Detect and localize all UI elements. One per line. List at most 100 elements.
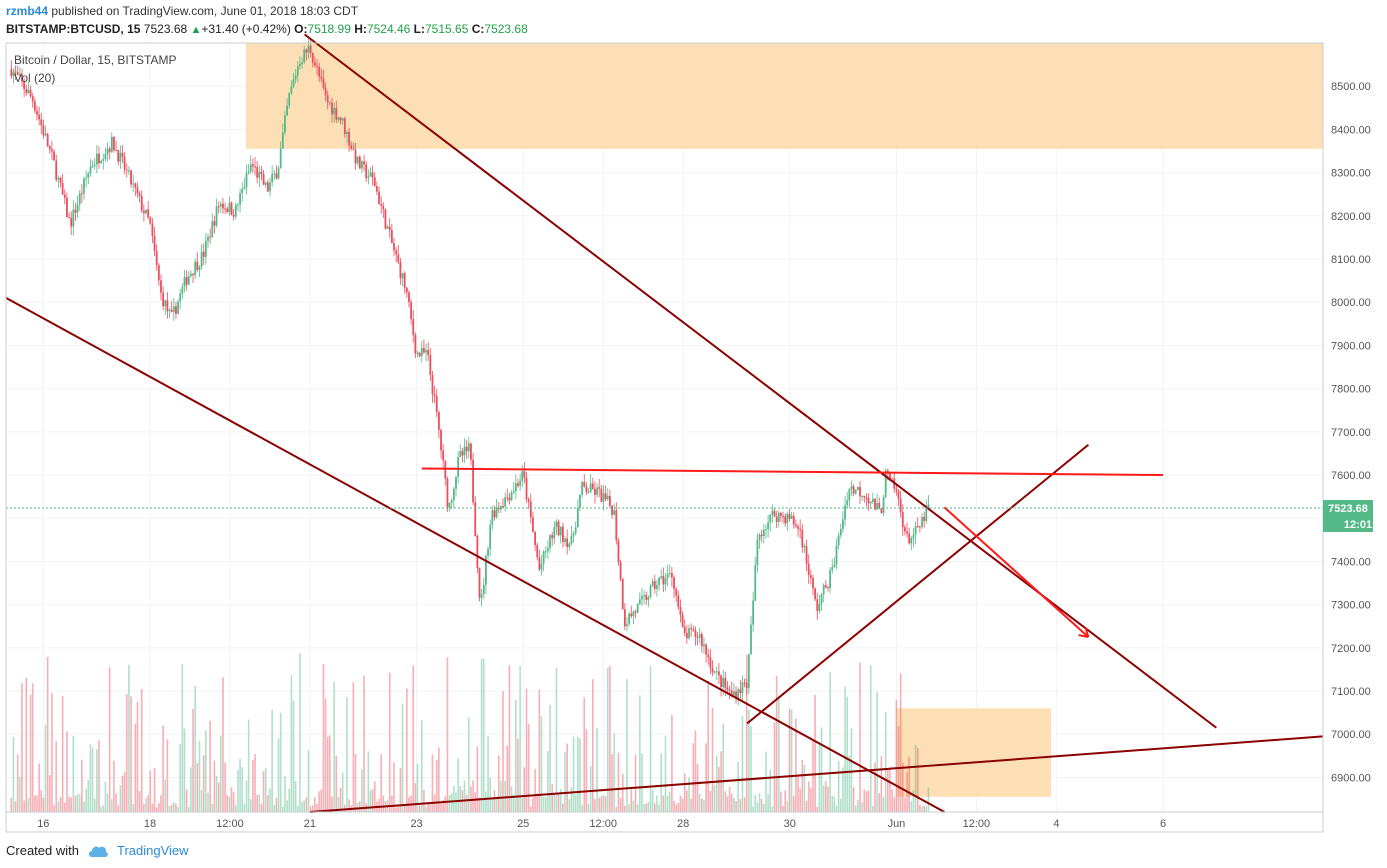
volume-legend: Vol (20): [14, 71, 55, 85]
trend-line[interactable]: [303, 33, 1217, 729]
candle-body: [420, 347, 423, 357]
volume-bar: [825, 780, 827, 812]
candle-body: [502, 506, 504, 508]
candle-body: [104, 154, 107, 160]
candle-body: [281, 132, 284, 149]
volume-bar: [598, 797, 601, 812]
candle-body: [284, 115, 286, 133]
volume-bar: [333, 681, 335, 812]
volume-bar: [705, 743, 707, 812]
trend-line[interactable]: [5, 297, 945, 813]
candle-body: [876, 502, 879, 510]
volume-bar: [476, 746, 479, 812]
volume-bar: [495, 796, 498, 812]
volume-bar: [119, 785, 122, 812]
last-price: 7523.68: [143, 22, 188, 36]
volume-bar: [703, 799, 705, 812]
candle-body: [215, 206, 218, 226]
candle-body: [286, 105, 289, 116]
volume-bar: [745, 654, 748, 812]
volume-bar: [249, 799, 252, 812]
volume-bar: [277, 738, 280, 812]
candle-body: [641, 595, 643, 600]
volume-bar: [653, 803, 656, 812]
candle-body: [485, 555, 487, 585]
volume-bar: [544, 797, 547, 812]
volume-bar: [399, 768, 402, 812]
candle-body: [600, 488, 603, 502]
candle-body: [523, 471, 526, 478]
volume-bar: [187, 807, 190, 812]
volume-bar: [844, 686, 846, 812]
candle-body: [585, 486, 588, 493]
candle-body: [354, 149, 357, 164]
price-tag-countdown: 12:01: [1344, 519, 1372, 531]
candle-body: [157, 265, 160, 281]
candle-body: [621, 578, 624, 610]
volume-bar: [724, 791, 727, 812]
volume-bar: [784, 790, 787, 812]
candle-body: [42, 125, 45, 136]
volume-bar: [690, 798, 692, 812]
volume-bar: [564, 752, 566, 812]
volume-bar: [140, 689, 143, 812]
volume-bar: [205, 730, 207, 812]
tradingview-link[interactable]: TradingView: [116, 843, 189, 858]
trend-line[interactable]: [421, 467, 1164, 477]
candlesticks: [10, 37, 930, 706]
candle-body: [613, 510, 616, 515]
candle-body: [138, 193, 141, 196]
volume-bar: [649, 666, 652, 812]
volume-bar: [739, 799, 742, 812]
candle-body: [36, 110, 38, 115]
volume-bar: [299, 653, 301, 812]
high-value: 7524.46: [366, 22, 411, 36]
candle-body: [459, 451, 462, 458]
author-link[interactable]: rzmb44: [6, 4, 49, 18]
candle-body: [521, 471, 524, 481]
volume-bar: [562, 803, 564, 812]
candle-body: [741, 682, 744, 694]
trend-line[interactable]: [309, 735, 1324, 813]
candle-body: [29, 89, 32, 97]
open-value: 7518.99: [307, 22, 351, 36]
candle-body: [786, 513, 789, 524]
candle-body: [369, 172, 372, 177]
volume-bar: [457, 758, 459, 812]
candle-body: [239, 193, 241, 205]
volume-bar: [557, 793, 560, 812]
highlight-zone: [896, 708, 1052, 797]
candle-body: [452, 488, 455, 501]
candle-body: [726, 687, 729, 690]
volume-bar: [55, 741, 58, 812]
candle-body: [70, 217, 73, 227]
candle-body: [906, 531, 908, 534]
volume-bar: [553, 793, 556, 812]
volume-bar: [480, 658, 483, 812]
candle-body: [431, 374, 434, 394]
candle-body: [375, 186, 378, 192]
candle-body: [172, 306, 175, 312]
candle-body: [192, 273, 194, 276]
volume-bar: [827, 786, 829, 812]
volume-bar: [294, 781, 297, 812]
trend-line[interactable]: [746, 444, 1090, 725]
volume-bar: [309, 806, 312, 812]
candle-body: [14, 71, 17, 73]
volume-bar: [220, 735, 222, 812]
volume-bar: [880, 756, 883, 812]
trend-lines[interactable]: [5, 33, 1324, 813]
candle-body: [346, 131, 348, 134]
candle-body: [166, 300, 169, 312]
candle-body: [638, 599, 641, 604]
volume-bar: [81, 759, 83, 812]
volume-bar: [252, 759, 254, 812]
candle-body: [95, 153, 98, 165]
candle-body: [119, 152, 122, 162]
volume-bar: [254, 754, 256, 812]
volume-bar: [346, 697, 348, 812]
volume-bar: [448, 795, 451, 812]
candle-body: [352, 148, 355, 150]
volume-bar: [38, 763, 40, 812]
